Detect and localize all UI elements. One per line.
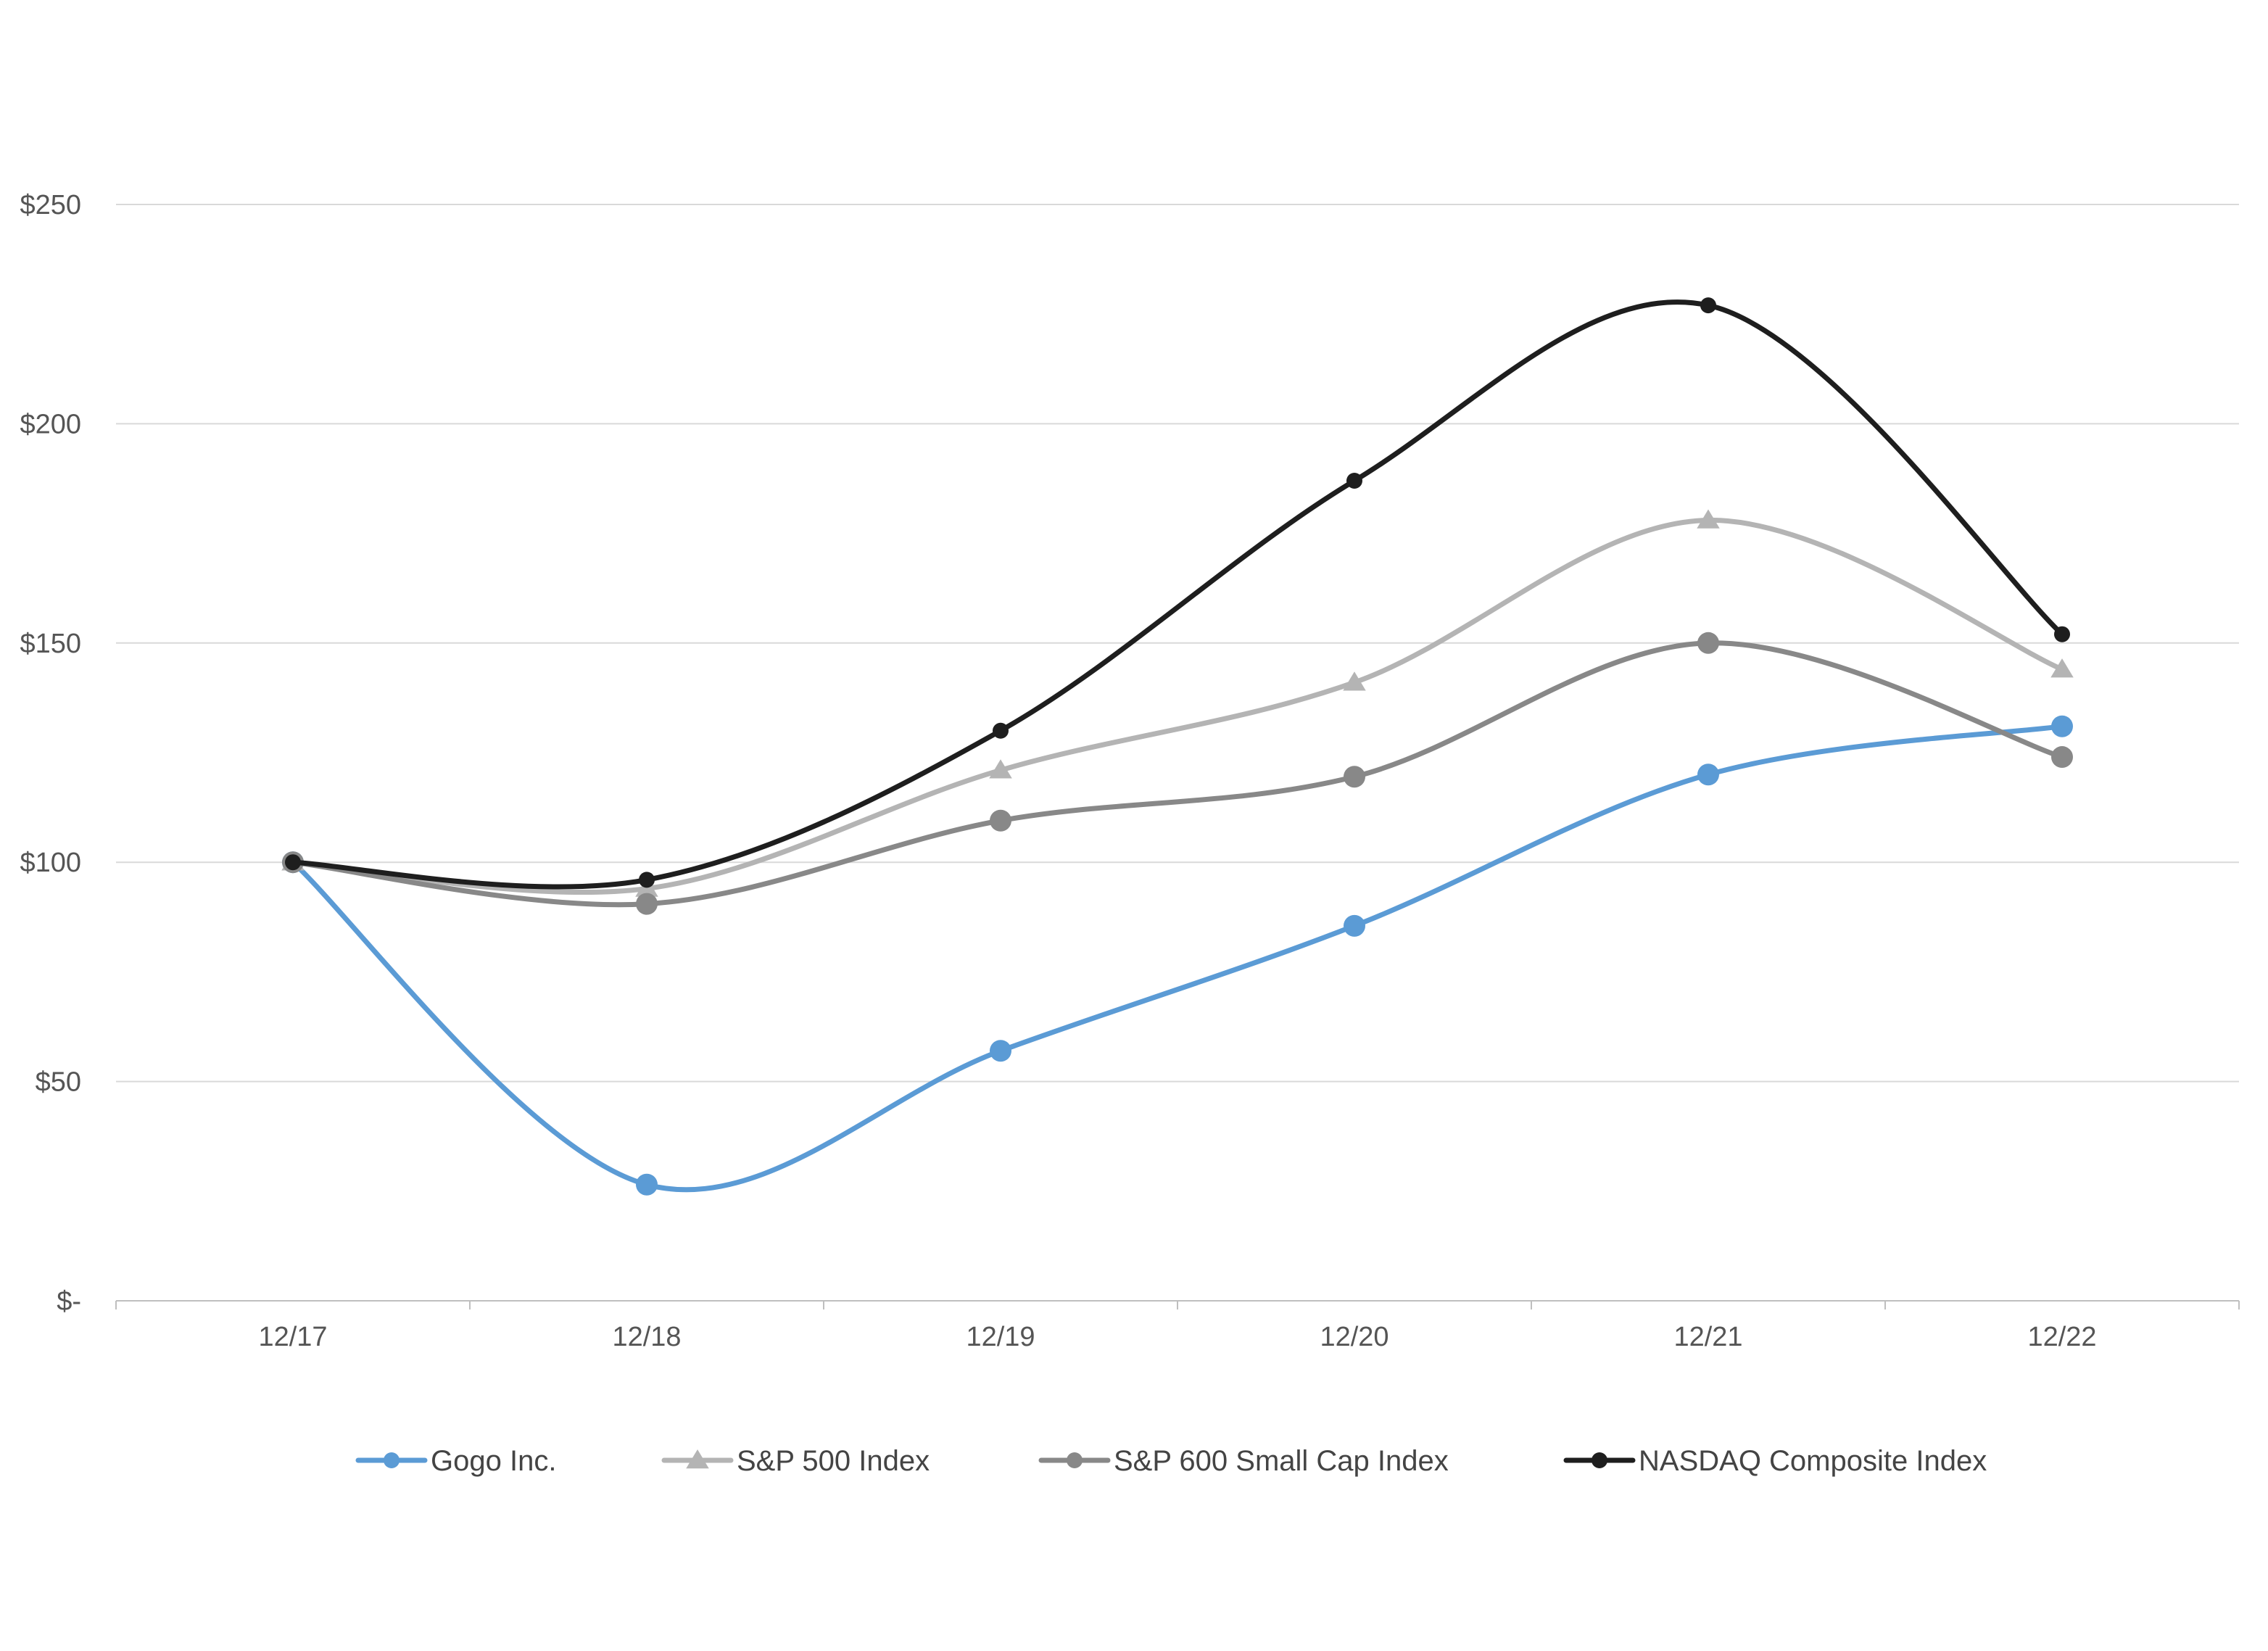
data-point — [1700, 297, 1716, 314]
x-tick-label: 12/22 — [2027, 1322, 2096, 1352]
data-point — [1697, 764, 1719, 786]
series-line — [290, 517, 2065, 895]
y-axis-tick-labels: $- $50 $100 $150 $200 $250 — [20, 190, 81, 1317]
x-axis-tick-labels: 12/17 12/18 12/19 12/20 12/21 12/22 — [258, 1322, 2096, 1352]
x-tick-label: 12/17 — [258, 1322, 327, 1352]
legend-swatch-marker — [1592, 1452, 1607, 1468]
y-tick-label: $- — [57, 1286, 81, 1317]
series-line — [290, 640, 2065, 908]
legend-item: Gogo Inc. — [355, 1445, 556, 1477]
data-point — [1343, 671, 1366, 691]
x-tick-label: 12/19 — [966, 1322, 1035, 1352]
data-point — [1344, 914, 1365, 937]
legend-swatch-marker — [1067, 1452, 1083, 1468]
y-tick-label: $100 — [20, 848, 81, 878]
data-point — [2054, 626, 2070, 642]
x-axis — [115, 1300, 2240, 1309]
series-lines — [281, 297, 2074, 1196]
data-point — [989, 759, 1012, 779]
series-1 — [281, 509, 2074, 897]
data-point — [993, 722, 1009, 739]
data-point — [990, 1040, 1011, 1062]
legend-label: NASDAQ Composite Index — [1639, 1445, 1987, 1477]
data-point — [2051, 746, 2073, 769]
legend-item: S&P 600 Small Cap Index — [1038, 1445, 1449, 1477]
x-tick-label: 12/20 — [1320, 1322, 1388, 1352]
data-point — [285, 854, 301, 871]
y-tick-label: $50 — [36, 1067, 81, 1098]
data-point — [639, 872, 655, 888]
data-point — [1697, 632, 1719, 654]
data-point — [2050, 658, 2074, 678]
series-line — [290, 724, 2065, 1193]
gridlines — [116, 204, 2239, 1083]
x-tick-label: 12/18 — [612, 1322, 681, 1352]
legend-swatch-marker — [686, 1449, 709, 1469]
data-point — [990, 809, 1011, 832]
data-point — [2051, 715, 2073, 737]
y-tick-label: $150 — [20, 629, 81, 659]
series-2 — [282, 632, 2073, 915]
legend-label: Gogo Inc. — [431, 1445, 556, 1477]
legend-swatch-marker — [384, 1452, 400, 1468]
series-line — [290, 299, 2065, 890]
data-point — [1697, 509, 1720, 529]
legend-item: S&P 500 Index — [661, 1445, 930, 1477]
legend-label: S&P 500 Index — [737, 1445, 930, 1477]
legend-label: S&P 600 Small Cap Index — [1114, 1445, 1449, 1477]
legend: Gogo Inc. S&P 500 Index S&P 600 Small Cap … — [355, 1445, 1987, 1477]
data-point — [1344, 766, 1365, 788]
y-tick-label: $200 — [20, 409, 81, 439]
y-tick-label: $250 — [20, 190, 81, 220]
series-0 — [282, 715, 2073, 1196]
x-tick-label: 12/21 — [1673, 1322, 1742, 1352]
legend-item: NASDAQ Composite Index — [1563, 1445, 1987, 1477]
data-point — [636, 893, 658, 915]
series-3 — [285, 297, 2070, 890]
data-point — [636, 1173, 658, 1196]
data-point — [1346, 473, 1362, 489]
